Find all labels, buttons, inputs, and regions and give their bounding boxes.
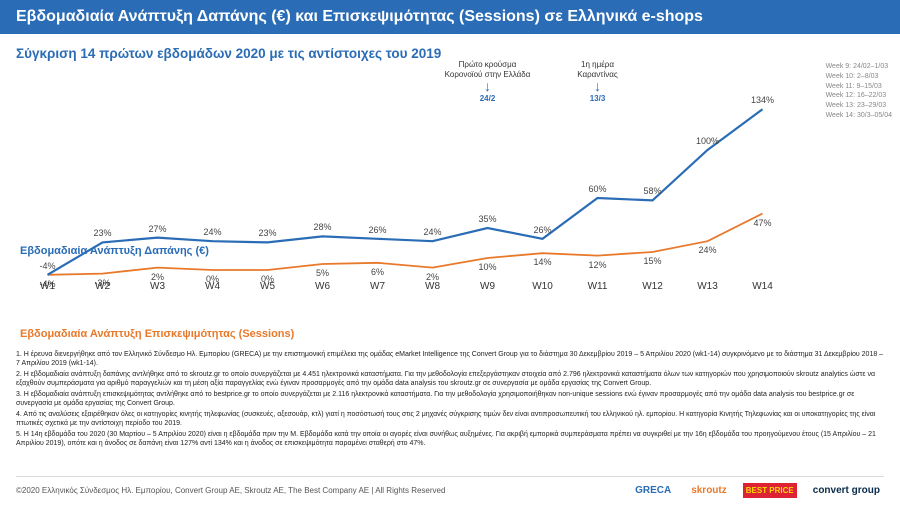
spend-point-label: 58% xyxy=(643,186,661,196)
logo-convert: convert group xyxy=(809,483,884,498)
spend-point-label: 23% xyxy=(93,228,111,238)
x-tick-label: W1 xyxy=(20,281,75,292)
footer-copyright: ©2020 Ελληνικός Σύνδεσμος Ηλ. Εμπορίου, … xyxy=(16,486,445,495)
spend-point-label: 27% xyxy=(148,224,166,234)
footnote-line: 1. Η έρευνα διενεργήθηκε από τον Ελληνικ… xyxy=(16,350,884,369)
legend-sessions: Εβδομαδιαία Ανάπτυξη Επισκεψιμότητας (Se… xyxy=(20,328,294,340)
x-tick-label: W14 xyxy=(735,281,790,292)
x-tick-label: W2 xyxy=(75,281,130,292)
sessions-point-label: 5% xyxy=(316,268,329,278)
x-tick-label: W6 xyxy=(295,281,350,292)
arrow-down-icon: ↓ xyxy=(594,79,601,93)
week-range-line: Week 11: 9–15/03 xyxy=(826,82,892,92)
week-range-line: Week 14: 30/3–05/04 xyxy=(826,111,892,121)
sessions-point-label: 12% xyxy=(588,260,606,270)
x-tick-label: W3 xyxy=(130,281,185,292)
x-tick-label: W13 xyxy=(680,281,735,292)
spend-point-label: 26% xyxy=(533,225,551,235)
spend-point-label: 28% xyxy=(313,222,331,232)
spend-point-label: 24% xyxy=(203,227,221,237)
page-title: Εβδομαδιαία Ανάπτυξη Δαπάνης (€) και Επι… xyxy=(0,0,900,34)
footnote-line: 4. Από τις αναλύσεις εξαιρέθηκαν όλες οι… xyxy=(16,410,884,429)
week-range-legend: Week 9: 24/02–1/03Week 10: 2–8/03Week 11… xyxy=(826,62,892,121)
logo-bestprice: BEST PRICE xyxy=(743,483,797,498)
x-tick-label: W8 xyxy=(405,281,460,292)
spend-point-label: 24% xyxy=(423,227,441,237)
footnote-line: 5. Η 14η εβδομάδα του 2020 (30 Μαρτίου –… xyxy=(16,430,884,449)
spend-point-label: 26% xyxy=(368,225,386,235)
spend-point-label: 35% xyxy=(478,214,496,224)
spend-point-label: 100% xyxy=(696,136,719,146)
x-tick-label: W10 xyxy=(515,281,570,292)
sessions-point-label: 15% xyxy=(643,256,661,266)
annotation-covid-first-case: Πρώτο κρούσμαΚορονοϊού στην Ελλάδα ↓ 24/… xyxy=(443,60,533,103)
logo-greca: GRECA xyxy=(631,483,675,498)
arrow-down-icon: ↓ xyxy=(484,79,491,93)
week-range-line: Week 9: 24/02–1/03 xyxy=(826,62,892,72)
sessions-point-label: 10% xyxy=(478,262,496,272)
footer: ©2020 Ελληνικός Σύνδεσμος Ηλ. Εμπορίου, … xyxy=(16,476,884,498)
legend-spend: Εβδομαδιαία Ανάπτυξη Δαπάνης (€) xyxy=(20,245,209,257)
x-tick-label: W11 xyxy=(570,281,625,292)
sessions-point-label: 14% xyxy=(533,257,551,267)
x-tick-label: W9 xyxy=(460,281,515,292)
growth-chart: -4% 23% 27% 24% 23% 28% 26% 24% 35% 26% 60% 58% 100%… xyxy=(20,100,790,300)
spend-point-label: 23% xyxy=(258,228,276,238)
x-tick-label: W4 xyxy=(185,281,240,292)
footnote-line: 2. Η εβδομαδιαία ανάπτυξη δαπάνης αντλήθ… xyxy=(16,370,884,389)
week-range-line: Week 13: 23–29/03 xyxy=(826,101,892,111)
spend-point-label: 134% xyxy=(751,95,774,105)
sessions-point-label: 6% xyxy=(371,267,384,277)
annotation-lockdown-day1: 1η ημέραΚαραντίνας ↓ 13/3 xyxy=(553,60,643,103)
footnotes: 1. Η έρευνα διενεργήθηκε από τον Ελληνικ… xyxy=(16,350,884,449)
footer-logos: GRECA skroutz BEST PRICE convert group xyxy=(631,483,884,498)
spend-point-label: 60% xyxy=(588,184,606,194)
x-axis: W1W2W3W4W5W6W7W8W9W10W11W12W13W14 xyxy=(20,281,790,292)
sessions-point-label: 24% xyxy=(698,245,716,255)
spend-point-label: -4% xyxy=(39,261,55,271)
x-tick-label: W5 xyxy=(240,281,295,292)
week-range-line: Week 10: 2–8/03 xyxy=(826,72,892,82)
week-range-line: Week 12: 16–22/03 xyxy=(826,91,892,101)
sessions-point-label: 47% xyxy=(753,218,771,228)
logo-skroutz: skroutz xyxy=(687,483,731,498)
x-tick-label: W12 xyxy=(625,281,680,292)
footnote-line: 3. Η εβδομαδιαία ανάπτυξη επισκεψιμότητα… xyxy=(16,390,884,409)
x-tick-label: W7 xyxy=(350,281,405,292)
